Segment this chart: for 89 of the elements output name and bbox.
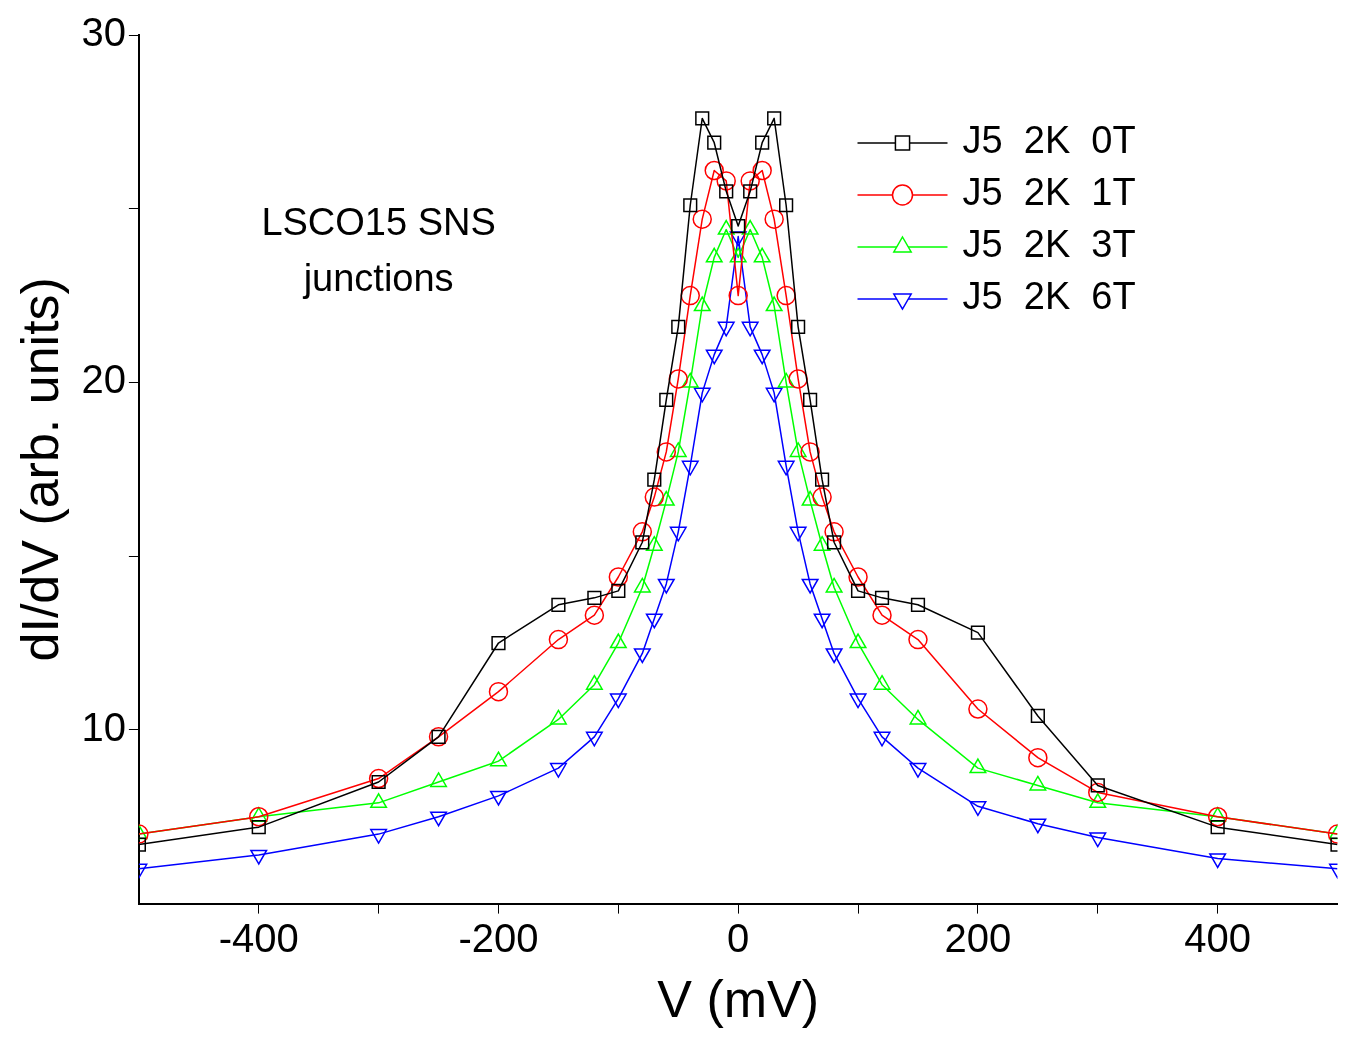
point: [695, 111, 710, 126]
point: [251, 820, 266, 835]
point: [659, 392, 674, 407]
point: [850, 583, 866, 599]
point: [872, 605, 892, 625]
point: [719, 184, 734, 199]
point: [1030, 708, 1045, 724]
point: [669, 442, 687, 458]
x-tick-label: 200: [944, 915, 1012, 960]
point: [803, 392, 818, 407]
point: [611, 583, 626, 599]
point: [548, 629, 569, 650]
point: [752, 160, 772, 181]
point: [1028, 747, 1048, 768]
point: [968, 699, 988, 719]
point: [824, 522, 844, 542]
legend-label: J5 2K 1T: [962, 171, 1136, 214]
point: [683, 198, 698, 213]
point: [1207, 806, 1228, 827]
point: [644, 487, 665, 507]
point: [788, 369, 808, 389]
point: [776, 285, 796, 306]
point: [632, 522, 653, 542]
point: [791, 319, 806, 334]
point: [910, 597, 926, 612]
y-tick-label: 20: [81, 357, 126, 402]
point: [764, 209, 784, 229]
point: [1089, 793, 1107, 809]
point: [970, 625, 986, 640]
point: [874, 590, 890, 605]
point: [693, 296, 711, 312]
y-tick-label: 30: [81, 10, 126, 55]
point: [825, 577, 843, 593]
point: [584, 605, 605, 625]
point: [488, 681, 509, 702]
point: [704, 160, 724, 181]
annotation: LSCO15 SNS junctions: [261, 201, 496, 300]
point: [849, 633, 867, 649]
point: [635, 535, 650, 550]
point: [551, 597, 566, 612]
point: [826, 535, 842, 550]
point: [767, 111, 782, 126]
point: [731, 218, 746, 234]
point: [249, 806, 269, 827]
point: [743, 184, 758, 199]
point: [680, 285, 700, 306]
point: [368, 768, 389, 789]
point: [489, 751, 508, 767]
point: [728, 285, 748, 306]
point: [692, 209, 712, 229]
x-axis-title: V (mV): [657, 970, 820, 1029]
y-axis-title: dI/dV (arb. units): [10, 277, 69, 662]
point: [716, 171, 736, 191]
y-tick-label: 10: [81, 704, 126, 749]
point: [608, 567, 629, 587]
point: [370, 793, 388, 809]
point: [707, 135, 722, 150]
point: [656, 442, 677, 462]
point: [908, 629, 928, 650]
x-tick-label: 0: [727, 915, 750, 960]
point: [609, 633, 627, 649]
point: [587, 590, 602, 605]
point: [909, 709, 927, 725]
point: [969, 758, 987, 774]
point: [430, 772, 448, 788]
point: [647, 472, 662, 487]
point: [800, 442, 820, 462]
x-tick-label: 400: [1184, 915, 1252, 960]
x-tick-label: -400: [218, 915, 299, 960]
point: [668, 369, 689, 389]
legend-label: J5 2K 6T: [962, 275, 1136, 318]
point: [848, 567, 868, 587]
point: [549, 709, 567, 725]
legend-label: J5 2K 0T: [962, 119, 1136, 162]
point: [1210, 820, 1225, 835]
point: [789, 442, 807, 458]
point: [740, 171, 760, 191]
point: [491, 635, 506, 651]
point: [1088, 782, 1108, 803]
point: [755, 135, 770, 150]
point: [812, 487, 832, 507]
point: [633, 577, 651, 593]
point: [1029, 775, 1047, 791]
point: [779, 198, 794, 213]
point: [814, 472, 830, 487]
point: [671, 319, 686, 334]
legend-label: J5 2K 3T: [962, 223, 1136, 266]
x-tick-label: -200: [458, 915, 539, 960]
point: [765, 296, 783, 312]
